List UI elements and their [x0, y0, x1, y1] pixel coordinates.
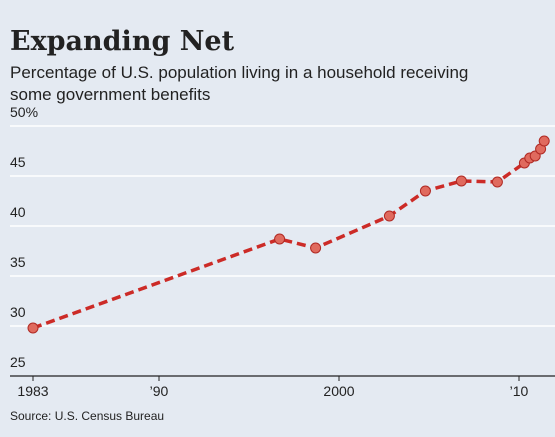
line — [32, 140, 546, 330]
y-tick-label: 25 — [10, 354, 26, 370]
x-tick-label: 1983 — [17, 383, 48, 399]
y-tick-label: 40 — [10, 204, 26, 220]
marker — [383, 210, 395, 222]
chart-subtitle: Percentage of U.S. population living in … — [10, 63, 468, 82]
y-tick-label: 50% — [10, 104, 38, 120]
marker — [274, 233, 286, 245]
source: Source: U.S. Census Bureau — [10, 409, 164, 423]
y-tick-label: 30 — [10, 304, 26, 320]
y-tick-label: 35 — [10, 254, 26, 270]
x-tick-label: ’90 — [150, 383, 169, 399]
chart-title: Expanding Net — [10, 26, 235, 57]
marker — [455, 175, 467, 187]
marker — [310, 242, 322, 254]
x-tick-label: ’10 — [510, 383, 529, 399]
marker — [419, 185, 431, 197]
marker — [538, 135, 550, 147]
marker — [27, 322, 39, 334]
y-tick-label: 45 — [10, 154, 26, 170]
x-tick-label: 2000 — [323, 383, 354, 399]
marker — [491, 176, 503, 188]
chart-subtitle: some government benefits — [10, 85, 210, 104]
